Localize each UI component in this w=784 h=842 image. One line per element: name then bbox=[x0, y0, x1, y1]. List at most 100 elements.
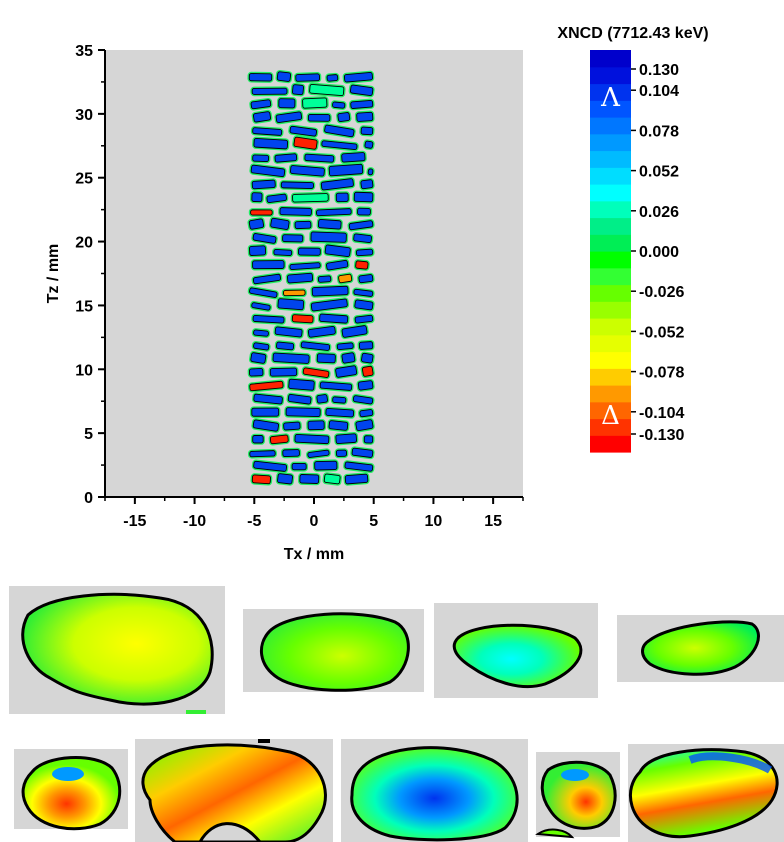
grain-100 bbox=[250, 178, 278, 191]
grain-outline bbox=[316, 394, 328, 404]
grain-outline bbox=[353, 233, 372, 244]
grain-outline bbox=[249, 450, 276, 458]
grain-94 bbox=[355, 206, 373, 217]
x-axis-ticks: -15 -10 -5 0 5 10 15 bbox=[104, 497, 524, 530]
grain-outline bbox=[248, 218, 265, 230]
x-tick-label: -5 bbox=[247, 513, 261, 530]
y-tick-label: 0 bbox=[84, 490, 93, 507]
crystallite-panel-1 bbox=[9, 586, 225, 714]
grain-outline bbox=[251, 192, 263, 203]
grain-outline bbox=[309, 83, 345, 97]
grain-outline bbox=[282, 449, 300, 458]
grain-51 bbox=[357, 339, 375, 352]
grain-outline bbox=[349, 84, 374, 97]
grain-outline bbox=[294, 434, 330, 445]
grain-outline bbox=[252, 111, 272, 123]
grain-outline bbox=[291, 314, 314, 324]
grain-41 bbox=[360, 364, 375, 379]
crystallite-panel-2 bbox=[243, 609, 424, 692]
colorbar-tick-label: -0.104 bbox=[639, 405, 684, 422]
grain-outline bbox=[353, 288, 374, 297]
colorbar-cell bbox=[590, 83, 631, 101]
grain-outline bbox=[351, 447, 374, 458]
y-tick-label: 5 bbox=[84, 426, 93, 443]
grain-outline bbox=[280, 181, 314, 189]
y-tick-label: 30 bbox=[75, 107, 93, 124]
grain-outline bbox=[277, 473, 293, 485]
grain-7 bbox=[312, 459, 339, 472]
grain-outline bbox=[354, 314, 374, 324]
grain-outline bbox=[253, 137, 289, 150]
grain-outline bbox=[324, 244, 351, 258]
grain-70 bbox=[316, 274, 333, 285]
colorbar-cell bbox=[590, 435, 631, 453]
grain-outline bbox=[326, 259, 349, 271]
grain-65 bbox=[281, 288, 307, 298]
grain-outline bbox=[288, 378, 315, 391]
grain-43 bbox=[271, 351, 312, 366]
colorbar-cell bbox=[590, 351, 631, 369]
grain-outline bbox=[273, 248, 293, 257]
grain-46 bbox=[359, 351, 375, 365]
grain-outline bbox=[278, 98, 296, 109]
crystallite-panel-4 bbox=[617, 615, 784, 682]
grain-outline bbox=[348, 220, 374, 231]
grain-outline bbox=[269, 434, 289, 445]
grain-outline bbox=[307, 113, 331, 122]
grain-38 bbox=[268, 366, 299, 378]
grain-outline bbox=[320, 178, 354, 191]
x-tick-label: 10 bbox=[425, 513, 443, 530]
grain-44 bbox=[315, 351, 338, 365]
grain-126 bbox=[276, 96, 297, 110]
grain-134 bbox=[247, 71, 274, 83]
grain-115 bbox=[363, 139, 375, 151]
grain-133 bbox=[348, 83, 375, 98]
y-tick-label: 25 bbox=[75, 171, 93, 188]
grain-outline bbox=[274, 153, 298, 163]
grain-outline bbox=[360, 179, 374, 190]
grain-12 bbox=[334, 448, 349, 459]
colorbar-cell bbox=[590, 418, 631, 436]
grain-42 bbox=[248, 350, 268, 366]
grain-outline bbox=[319, 381, 353, 391]
grain-123 bbox=[336, 110, 352, 124]
colorbar-tick-label: 0.078 bbox=[639, 123, 679, 140]
grain-118 bbox=[322, 123, 356, 139]
grain-68 bbox=[251, 272, 283, 286]
grain-108 bbox=[250, 153, 271, 164]
colorbar-lower-symbol: Δ bbox=[601, 401, 620, 431]
grain-outline bbox=[316, 208, 352, 217]
grain-outline bbox=[253, 460, 288, 472]
grain-outline bbox=[253, 329, 269, 337]
colorbar-tick-label: -0.026 bbox=[639, 284, 684, 301]
grain-outline bbox=[307, 420, 325, 431]
grain-outline bbox=[328, 420, 349, 431]
grain-outline bbox=[277, 298, 305, 311]
crystallite-panel-5 bbox=[14, 749, 128, 831]
grain-34 bbox=[286, 377, 317, 393]
colorbar-cell bbox=[590, 267, 631, 286]
grain-outline bbox=[249, 287, 278, 298]
grain-11 bbox=[306, 448, 331, 460]
grain-95 bbox=[250, 190, 264, 204]
grain-outline bbox=[338, 273, 353, 284]
grain-3 bbox=[322, 472, 342, 486]
grain-outline bbox=[302, 97, 328, 109]
grain-outline bbox=[251, 87, 288, 95]
grain-outline bbox=[290, 165, 325, 177]
grain-20 bbox=[281, 420, 302, 432]
colorbar-cell bbox=[590, 284, 631, 302]
colorbar-cell bbox=[590, 234, 631, 252]
grain-62 bbox=[309, 297, 350, 313]
grain-outline bbox=[252, 273, 281, 285]
grain-outline bbox=[291, 462, 307, 471]
grain-111 bbox=[339, 150, 367, 164]
map-plot: -15 -10 -5 0 5 10 15 0 5 10 15 20 25 30 35 Tx / mm Tz… bbox=[45, 43, 524, 563]
grain-122 bbox=[306, 112, 332, 124]
grain-outline bbox=[279, 207, 312, 216]
grain-outline bbox=[360, 126, 374, 136]
colorbar-cell bbox=[590, 150, 631, 168]
grain-135 bbox=[275, 69, 293, 84]
grain-137 bbox=[325, 72, 340, 83]
grain-114 bbox=[319, 139, 359, 152]
